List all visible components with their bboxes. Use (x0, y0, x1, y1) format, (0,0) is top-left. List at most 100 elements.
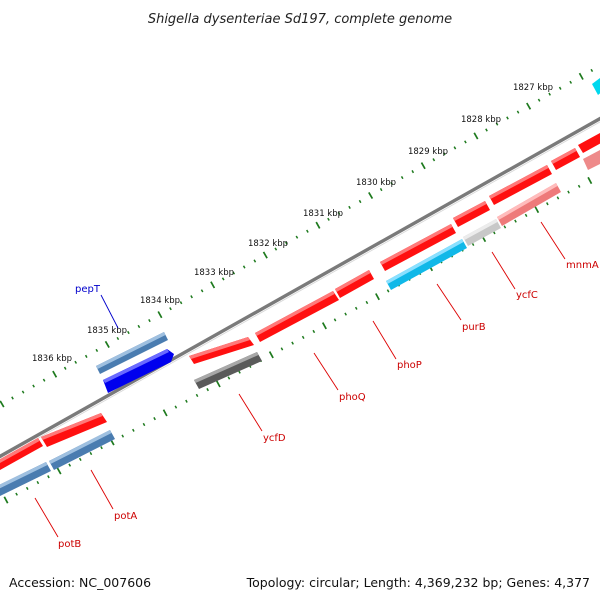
minor-tick (95, 348, 99, 352)
minor-tick (242, 265, 246, 269)
minor-tick (200, 289, 204, 293)
gene-mnmA-forward[interactable] (489, 165, 552, 205)
minor-tick (137, 324, 141, 329)
minor-tick (400, 176, 404, 180)
gene-label-purB[interactable]: purB (462, 322, 486, 333)
gene-potB-reverse[interactable] (0, 462, 51, 496)
gene-ycfC-reverse[interactable] (463, 219, 501, 246)
accession-text: Accession: NC_007606 (9, 575, 151, 590)
gene-mnmA-reverse[interactable] (497, 183, 561, 226)
minor-tick (11, 396, 14, 400)
major-tick (321, 322, 327, 330)
gene-potB-forward[interactable] (0, 438, 43, 470)
minor-tick (390, 182, 394, 186)
tick-label: 1834 kbp (140, 296, 180, 306)
tick-label: 1835 kbp (87, 326, 127, 336)
gene-pepT[interactable] (96, 332, 174, 393)
gene-label-mnmA[interactable]: mnmA (566, 260, 599, 271)
minor-tick (567, 190, 570, 194)
gene-ycfC-forward[interactable] (453, 201, 490, 227)
gene-label-phoP[interactable]: phoP (397, 360, 422, 371)
minor-tick (295, 235, 299, 239)
gene-phoQ-forward[interactable] (255, 291, 339, 342)
major-tick (215, 380, 221, 388)
gene-purB-reverse[interactable] (386, 239, 467, 290)
minor-tick (546, 202, 549, 206)
minor-tick (411, 170, 415, 174)
gene-labels: potB potA pepT ycfD phoQ phoP purB ycfC … (58, 260, 599, 550)
major-tick (578, 72, 584, 80)
minor-tick (301, 335, 305, 339)
outer-tick-ring (0, 68, 594, 408)
minor-tick (506, 116, 509, 120)
gene-label-pepT[interactable]: pepT (75, 284, 101, 295)
minor-tick (206, 388, 209, 392)
major-tick (526, 102, 532, 110)
gene-leader-lines (34, 221, 566, 538)
major-tick (587, 176, 593, 185)
gene-phoP-forward[interactable] (335, 270, 374, 298)
gene-purB-forward[interactable] (380, 224, 456, 271)
gene-label-potB[interactable]: potB (58, 539, 81, 550)
minor-tick (32, 384, 35, 388)
gene-ycfD-reverse[interactable] (194, 352, 262, 389)
minor-tick (253, 259, 257, 263)
minor-tick (442, 152, 446, 156)
gene-label-potA[interactable]: potA (114, 511, 137, 522)
minor-tick (312, 329, 316, 334)
minor-tick (503, 225, 507, 229)
gene-label-ycfD[interactable]: ycfD (263, 433, 286, 444)
gene-ycfD-forward[interactable] (189, 337, 254, 364)
major-tick (473, 132, 479, 140)
minor-tick (238, 370, 241, 374)
gene-potA-reverse[interactable] (49, 430, 115, 470)
minor-tick (42, 378, 46, 382)
gene-label-phoQ[interactable]: phoQ (339, 392, 366, 403)
minor-tick (190, 295, 193, 299)
minor-tick (78, 457, 82, 461)
gene-potA-forward[interactable] (41, 413, 107, 447)
minor-tick (291, 341, 294, 345)
minor-tick (132, 428, 135, 432)
tick-label: 1831 kbp (303, 209, 343, 219)
minor-tick (432, 158, 436, 162)
stats-text: Topology: circular; Length: 4,369,232 bp… (246, 575, 590, 590)
gene-upstream-reverse[interactable] (583, 150, 600, 170)
minor-tick (89, 451, 93, 456)
gene-upstream-forward[interactable] (551, 133, 600, 170)
minor-tick (179, 301, 183, 305)
tick-label: 1832 kbp (248, 239, 288, 249)
tick-label: 1833 kbp (194, 268, 234, 278)
minor-tick (453, 146, 457, 150)
tick-label: 1828 kbp (461, 115, 501, 125)
inner-tick-ring (3, 176, 593, 504)
major-tick (315, 221, 321, 229)
minor-tick (354, 306, 358, 310)
minor-tick (121, 434, 125, 438)
forward-strand (0, 78, 600, 470)
minor-tick (537, 98, 541, 102)
minor-tick (116, 336, 120, 341)
minor-tick (524, 213, 528, 217)
minor-tick (327, 217, 330, 221)
gene-label-ycfC[interactable]: ycfC (516, 290, 538, 301)
minor-tick (577, 184, 581, 188)
minor-tick (174, 405, 178, 409)
minor-tick (514, 219, 517, 223)
minor-tick (153, 417, 156, 421)
gene-cyan-topright[interactable] (592, 78, 600, 95)
major-tick (104, 340, 110, 349)
minor-tick (590, 68, 594, 72)
minor-tick (227, 376, 231, 380)
minor-tick (21, 390, 25, 394)
major-tick (157, 311, 163, 319)
minor-tick (333, 318, 337, 322)
major-tick (375, 293, 380, 301)
minor-tick (558, 86, 562, 90)
minor-tick (142, 422, 146, 427)
minor-tick (25, 486, 29, 490)
tick-label: 1829 kbp (408, 147, 448, 157)
tick-label: 1830 kbp (356, 178, 396, 188)
minor-tick (464, 140, 467, 144)
